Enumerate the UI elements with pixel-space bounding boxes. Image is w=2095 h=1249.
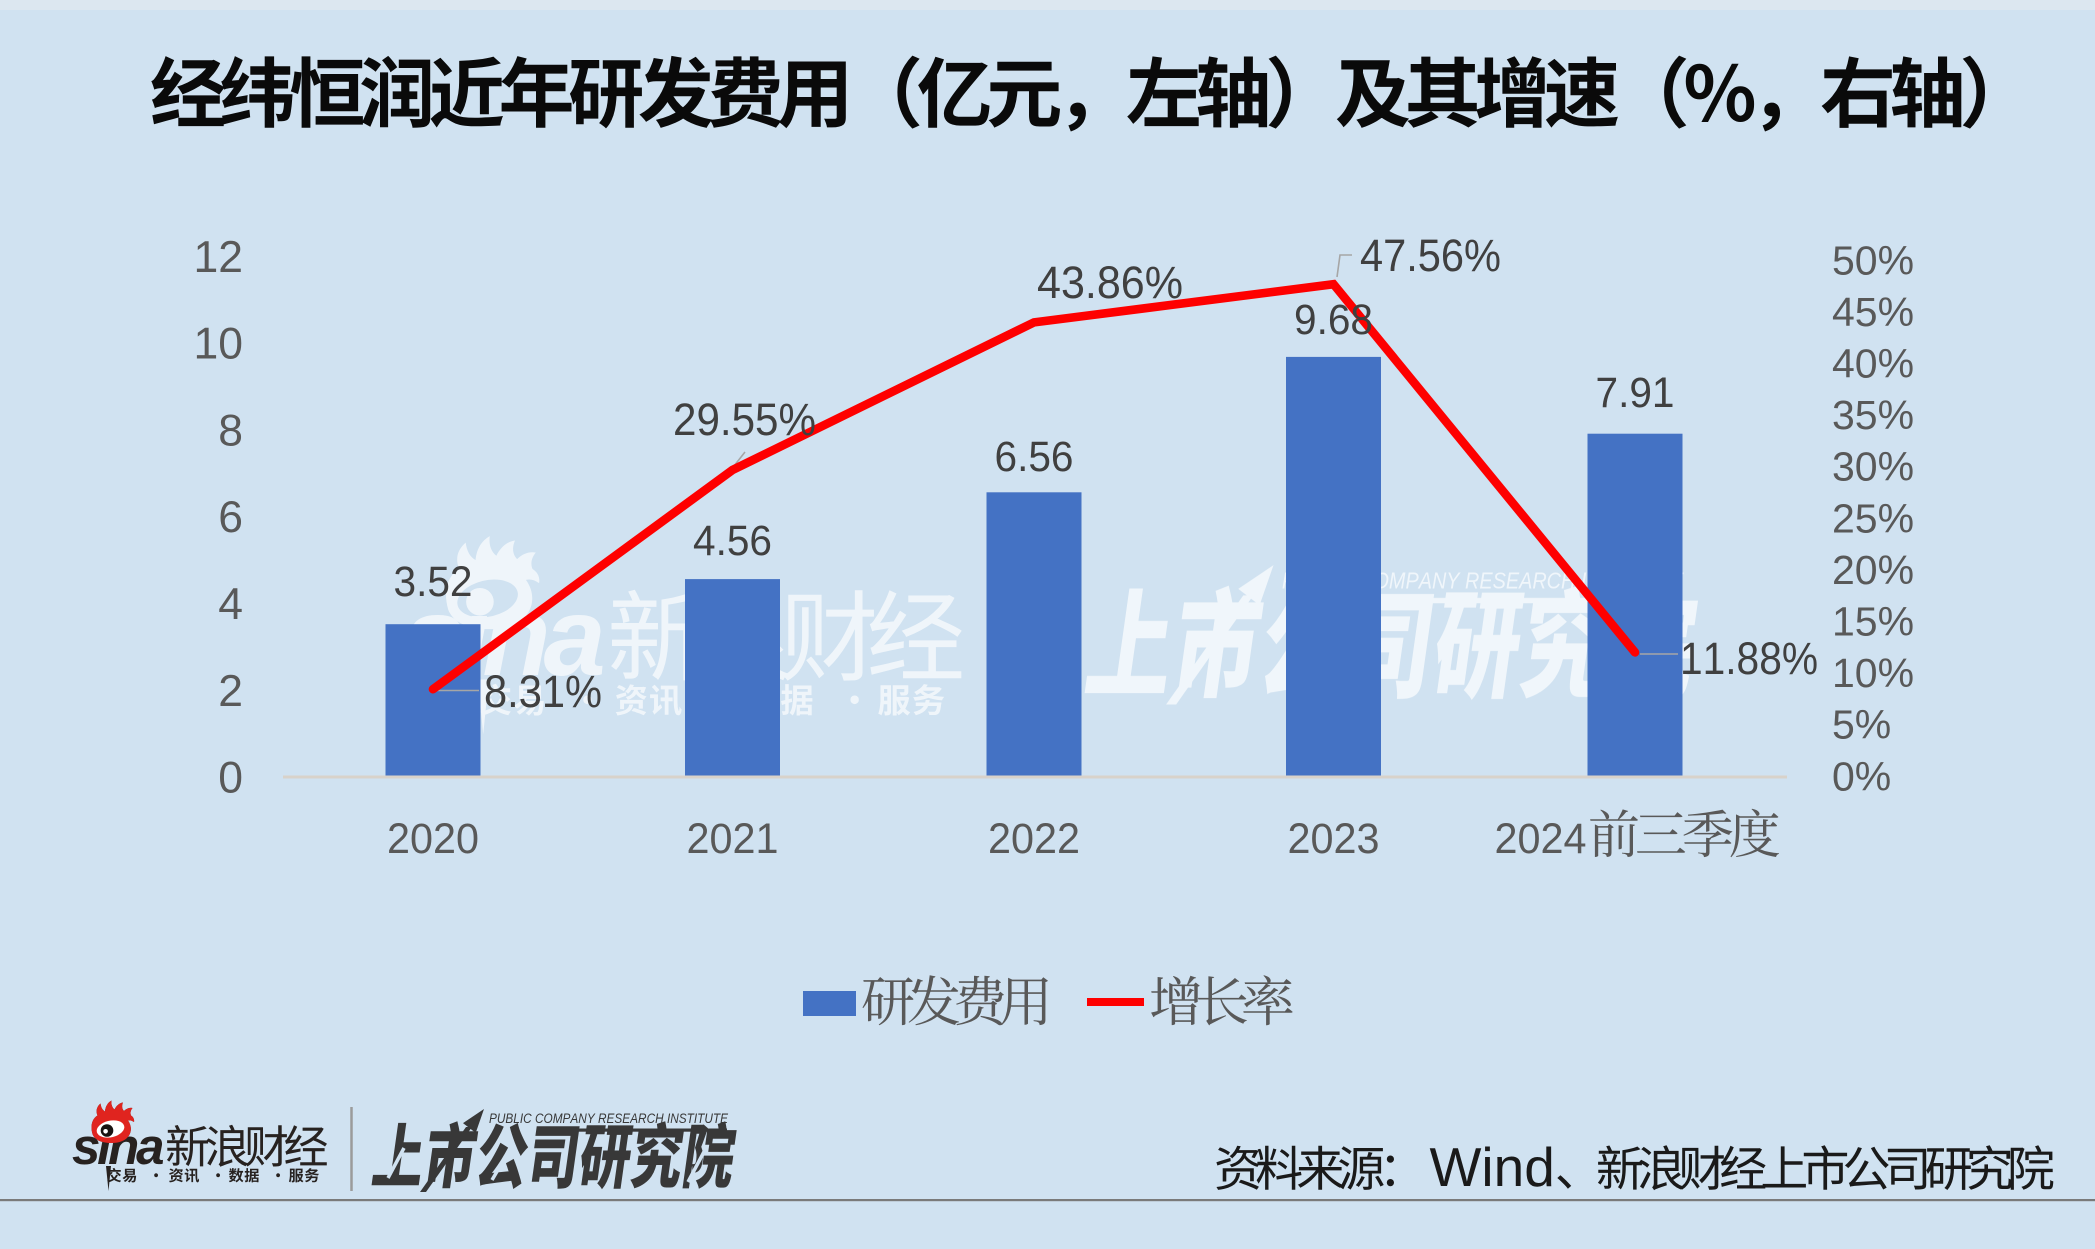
svg-text:50%: 50% (1832, 237, 1914, 283)
svg-text:9.68: 9.68 (1294, 296, 1373, 344)
svg-text:10%: 10% (1832, 650, 1914, 696)
svg-text:12: 12 (194, 233, 244, 282)
svg-text:5%: 5% (1832, 702, 1891, 748)
svg-text:6.56: 6.56 (995, 433, 1074, 481)
svg-text:47.56%: 47.56% (1360, 230, 1501, 281)
svg-text:2021: 2021 (687, 815, 779, 863)
svg-text:8.31%: 8.31% (484, 666, 602, 717)
svg-text:4.56: 4.56 (693, 517, 772, 565)
svg-text:10: 10 (194, 320, 244, 369)
svg-text:20%: 20% (1832, 547, 1914, 593)
svg-text:7.91: 7.91 (1596, 369, 1675, 417)
svg-text:8: 8 (218, 406, 243, 455)
svg-text:25%: 25% (1832, 495, 1914, 541)
svg-text:43.86%: 43.86% (1037, 257, 1183, 308)
svg-text:0: 0 (218, 754, 243, 803)
svg-text:35%: 35% (1832, 392, 1914, 438)
svg-text:15%: 15% (1832, 599, 1914, 645)
svg-text:0%: 0% (1832, 753, 1891, 799)
svg-text:2020: 2020 (387, 815, 479, 863)
svg-text:2023: 2023 (1288, 815, 1380, 863)
svg-text:4: 4 (218, 580, 243, 629)
svg-text:6: 6 (218, 493, 243, 542)
svg-text:30%: 30% (1832, 444, 1914, 490)
svg-text:40%: 40% (1832, 341, 1914, 387)
svg-text:Wind: Wind (1430, 1136, 1555, 1198)
svg-text:3.52: 3.52 (394, 558, 473, 606)
svg-text:2024: 2024 (1495, 815, 1587, 863)
svg-text:11.88%: 11.88% (1680, 633, 1818, 684)
svg-text:2: 2 (218, 667, 243, 716)
svg-text:29.55%: 29.55% (673, 394, 816, 445)
svg-text:2022: 2022 (988, 815, 1080, 863)
svg-text:45%: 45% (1832, 289, 1914, 335)
